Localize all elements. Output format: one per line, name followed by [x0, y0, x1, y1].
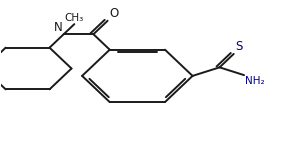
Text: N: N	[53, 21, 62, 34]
Text: S: S	[235, 40, 243, 53]
Text: CH₃: CH₃	[65, 13, 84, 23]
Text: O: O	[109, 7, 118, 20]
Text: NH₂: NH₂	[245, 76, 265, 86]
